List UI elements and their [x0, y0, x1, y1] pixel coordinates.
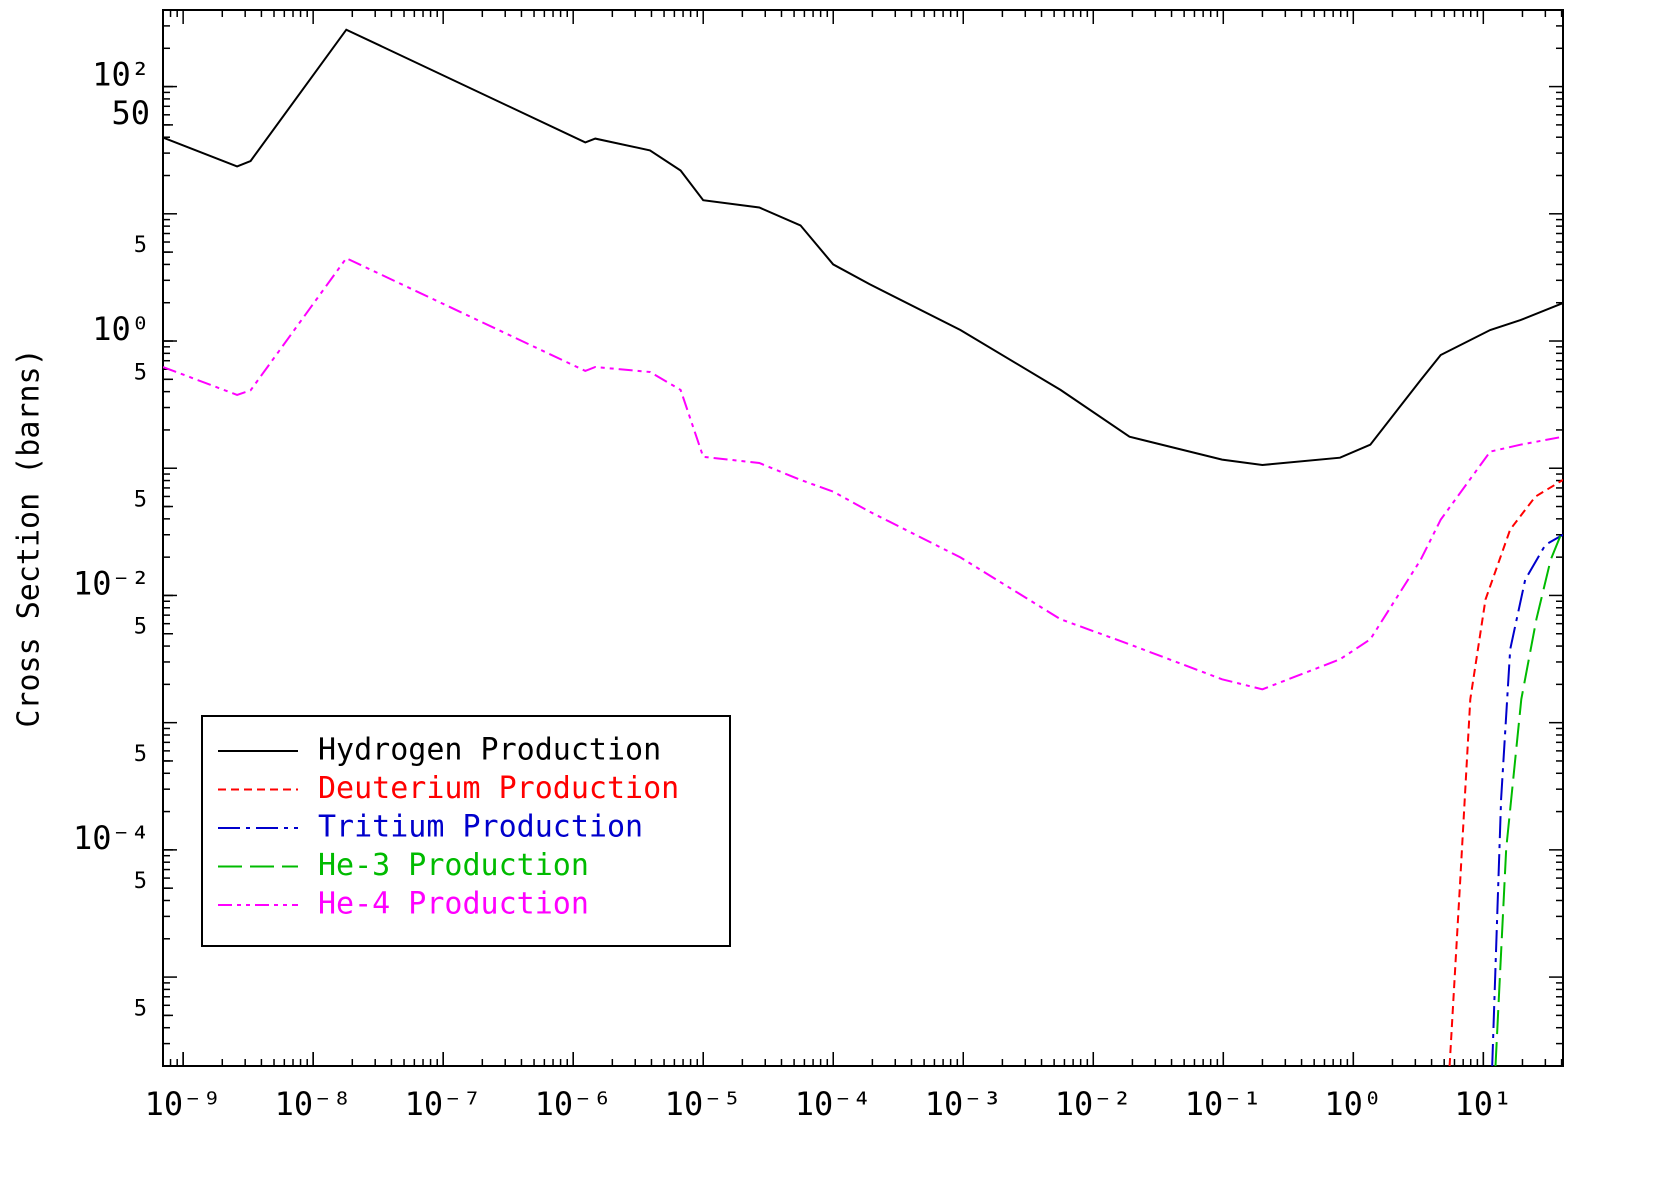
- x-tick-label: 10⁻⁹: [145, 1085, 222, 1123]
- x-tick-label: 10⁰: [1324, 1085, 1382, 1123]
- legend-label: He-4 Production: [318, 887, 589, 922]
- y-tick-label: 5: [134, 996, 147, 1021]
- plot-lines: [163, 28, 1563, 1066]
- y-tick-label: 5: [134, 869, 147, 894]
- legend-label: He-3 Production: [318, 848, 589, 883]
- legend-label: Hydrogen Production: [318, 733, 661, 768]
- x-tick-label: 10⁻³: [925, 1085, 1002, 1123]
- y-tick-label: 5: [134, 615, 147, 640]
- x-tick-label: 10⁻⁶: [535, 1085, 612, 1123]
- y-tick-label: 50: [111, 94, 150, 132]
- x-tick-label: 10¹: [1454, 1085, 1512, 1123]
- series-line: [1491, 533, 1563, 1066]
- plot-frame: [162, 9, 1564, 1067]
- y-tick-label: 5: [134, 742, 147, 767]
- x-tick-label: 10⁻⁸: [275, 1085, 352, 1123]
- y-tick-label: 10⁻²: [73, 564, 150, 602]
- series-line: [163, 28, 1563, 467]
- x-tick-label: 10⁻⁵: [665, 1085, 742, 1123]
- x-tick-label: 10⁻⁴: [795, 1085, 872, 1123]
- y-axis-label: Cross Section (barns): [12, 348, 47, 727]
- legend-label: Tritium Production: [318, 810, 643, 845]
- y-tick-label: 5: [134, 360, 147, 385]
- y-tick-label: 10²: [92, 56, 150, 94]
- y-tick-label: 10⁻⁴: [73, 819, 150, 857]
- x-tick-label: 10⁻²: [1055, 1085, 1132, 1123]
- x-tick-label: 10⁻⁷: [405, 1085, 482, 1123]
- legend-label: Deuterium Production: [318, 771, 679, 806]
- legend-box: [201, 715, 731, 947]
- y-tick-label: 10⁰: [92, 310, 150, 348]
- series-line: [1448, 479, 1563, 1066]
- series-line: [163, 256, 1563, 691]
- x-tick-label: 10⁻¹: [1185, 1085, 1262, 1123]
- y-tick-label: 5: [134, 488, 147, 513]
- y-tick-label: 5: [134, 233, 147, 258]
- series-line: [1494, 529, 1563, 1066]
